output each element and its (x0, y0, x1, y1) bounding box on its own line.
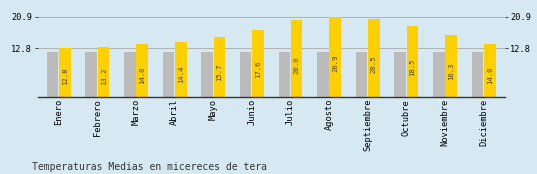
Text: Temperaturas Medias en micereces de tera: Temperaturas Medias en micereces de tera (32, 162, 267, 172)
Bar (214, 37, 225, 97)
Bar (445, 35, 457, 97)
Text: 16.3: 16.3 (448, 62, 454, 80)
Bar (163, 52, 175, 97)
Text: 14.0: 14.0 (139, 66, 145, 84)
Text: 14.0: 14.0 (487, 66, 493, 84)
Bar (240, 52, 251, 97)
Bar (291, 20, 302, 97)
Bar (252, 30, 264, 97)
Bar (201, 52, 213, 97)
Bar (407, 26, 418, 97)
Bar (279, 52, 290, 97)
Text: 17.6: 17.6 (255, 60, 261, 78)
Text: 20.0: 20.0 (294, 56, 300, 74)
Text: 12.8: 12.8 (62, 68, 68, 85)
Text: 15.7: 15.7 (216, 63, 222, 81)
Bar (484, 44, 496, 97)
Text: 14.4: 14.4 (178, 65, 184, 83)
Bar (124, 52, 136, 97)
Text: 20.9: 20.9 (332, 55, 338, 72)
Bar (59, 48, 71, 97)
Bar (85, 52, 97, 97)
Text: 13.2: 13.2 (100, 67, 107, 85)
Bar (471, 52, 483, 97)
Bar (394, 52, 406, 97)
Bar (136, 44, 148, 97)
Bar (175, 42, 187, 97)
Text: 20.5: 20.5 (371, 56, 377, 73)
Bar (433, 52, 445, 97)
Bar (98, 47, 110, 97)
Bar (317, 52, 329, 97)
Bar (330, 17, 341, 97)
Text: 18.5: 18.5 (410, 59, 416, 76)
Bar (355, 52, 367, 97)
Bar (47, 52, 59, 97)
Bar (368, 18, 380, 97)
